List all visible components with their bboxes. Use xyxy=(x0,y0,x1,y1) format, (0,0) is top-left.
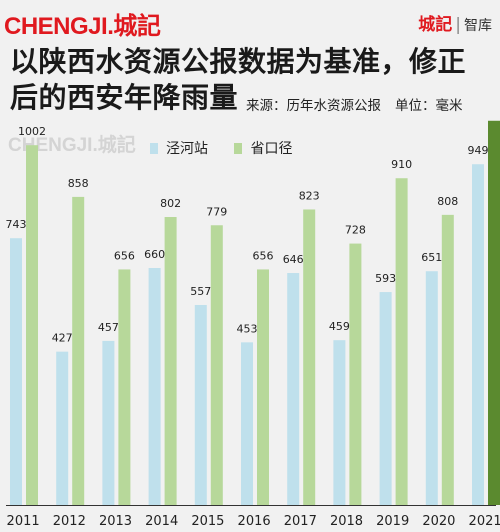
bar-series1-2018 xyxy=(333,340,346,505)
data-label-series2-2015: 779 xyxy=(206,205,227,218)
chart-title: 以陕西水资源公报数据为基准，修正 后的西安年降雨量 xyxy=(10,44,494,116)
brand: 城記 | 智库 xyxy=(418,10,492,35)
brand-name: 城記 xyxy=(418,15,453,35)
data-label-series1-2020: 651 xyxy=(421,251,442,264)
bar-series2-2011 xyxy=(26,145,38,505)
brand-sub: 智库 xyxy=(464,18,492,34)
x-tick-label-2012: 2012 xyxy=(53,514,86,529)
data-label-series1-2016: 453 xyxy=(237,322,258,335)
x-tick-label-2013: 2013 xyxy=(99,514,132,529)
bar-series1-2013 xyxy=(102,340,115,505)
bar-series1-2021 xyxy=(472,164,484,506)
bar-series2-2014 xyxy=(164,217,177,505)
bar-series2-2015 xyxy=(210,225,223,505)
bar-series1-2016 xyxy=(241,342,253,505)
data-label-series2-2011: 1002 xyxy=(18,125,46,138)
logo: CHENGJI.城記 xyxy=(4,13,161,40)
watermark: CHENGJI.城記 xyxy=(8,135,136,156)
x-tick-label-2015: 2015 xyxy=(191,514,224,529)
data-label-series1-2019: 593 xyxy=(375,272,396,285)
bar-series1-2017 xyxy=(287,273,300,505)
data-label-series1-2013: 457 xyxy=(98,321,119,334)
x-tick-label-2017: 2017 xyxy=(284,514,317,529)
bar-series1-2014 xyxy=(148,268,161,505)
data-label-series2-2019: 910 xyxy=(391,158,412,171)
title-line-1: 以陕西水资源公报数据为基准，修正 xyxy=(10,45,467,78)
legend-label-series1: 泾河站 xyxy=(166,141,208,157)
data-label-series1-2018: 459 xyxy=(329,320,350,333)
data-label-series2-2018: 728 xyxy=(345,224,366,237)
data-label-series1-2014: 660 xyxy=(144,248,165,261)
bar-series2-2017 xyxy=(303,209,316,505)
bar-series2-2018 xyxy=(349,243,362,505)
data-label-series2-2013: 656 xyxy=(114,249,135,262)
bar-series2-2016 xyxy=(257,269,269,505)
source-unit: 来源：历年水资源公报 单位：毫米 xyxy=(246,94,496,114)
bar-series1-2011 xyxy=(10,238,22,506)
legend-swatch-series2 xyxy=(234,142,243,154)
data-label-series1-2017: 646 xyxy=(283,253,304,266)
data-label-series2-2017: 823 xyxy=(299,189,320,202)
legend-swatch-series1 xyxy=(150,142,158,154)
bar-series2-2013 xyxy=(118,269,131,505)
x-tick-label-2011: 2011 xyxy=(7,514,40,529)
data-label-series2-2012: 858 xyxy=(68,177,89,190)
legend-label-series2: 省口径 xyxy=(250,141,293,157)
x-tick-label-2019: 2019 xyxy=(376,514,409,529)
data-label-series1-2012: 427 xyxy=(52,332,73,345)
brand-separator: | xyxy=(455,15,461,35)
header: CHENGJI.城記 城記 | 智库 xyxy=(0,0,500,42)
legend-item-series2: 省口径 xyxy=(234,138,292,158)
bar-series1-2012 xyxy=(56,351,69,505)
bar-series2-2019 xyxy=(395,178,408,505)
bar-series2-2020 xyxy=(441,214,454,505)
data-label-series1-2021: 949 xyxy=(468,144,489,157)
x-tick-label-2018: 2018 xyxy=(330,514,363,529)
bar-series1-2019 xyxy=(379,292,392,505)
data-label-series1-2011: 743 xyxy=(6,218,27,231)
x-tick-label-2016: 2016 xyxy=(238,514,271,529)
bar-series1-2015 xyxy=(194,304,207,505)
data-label-series1-2015: 557 xyxy=(190,285,211,298)
x-tick-label-2020: 2020 xyxy=(422,514,455,529)
source-text: 来源：历年水资源公报 xyxy=(246,98,381,114)
x-tick-label-2014: 2014 xyxy=(145,514,178,529)
legend: 泾河站 省口径 xyxy=(150,138,314,158)
x-tick-label-2021: 2021 xyxy=(469,514,500,529)
data-label-series2-2014: 802 xyxy=(160,197,181,210)
bar-series1-2020 xyxy=(425,271,438,505)
bar-series2-2012 xyxy=(72,196,85,505)
title-line-2: 后的西安年降雨量 xyxy=(10,81,239,114)
legend-item-series1: 泾河站 xyxy=(150,138,208,158)
data-label-series2-2016: 656 xyxy=(253,249,274,262)
data-label-series2-2020: 808 xyxy=(437,195,458,208)
bar-highlight-2021 xyxy=(488,120,500,505)
unit-text: 单位：毫米 xyxy=(395,98,463,114)
